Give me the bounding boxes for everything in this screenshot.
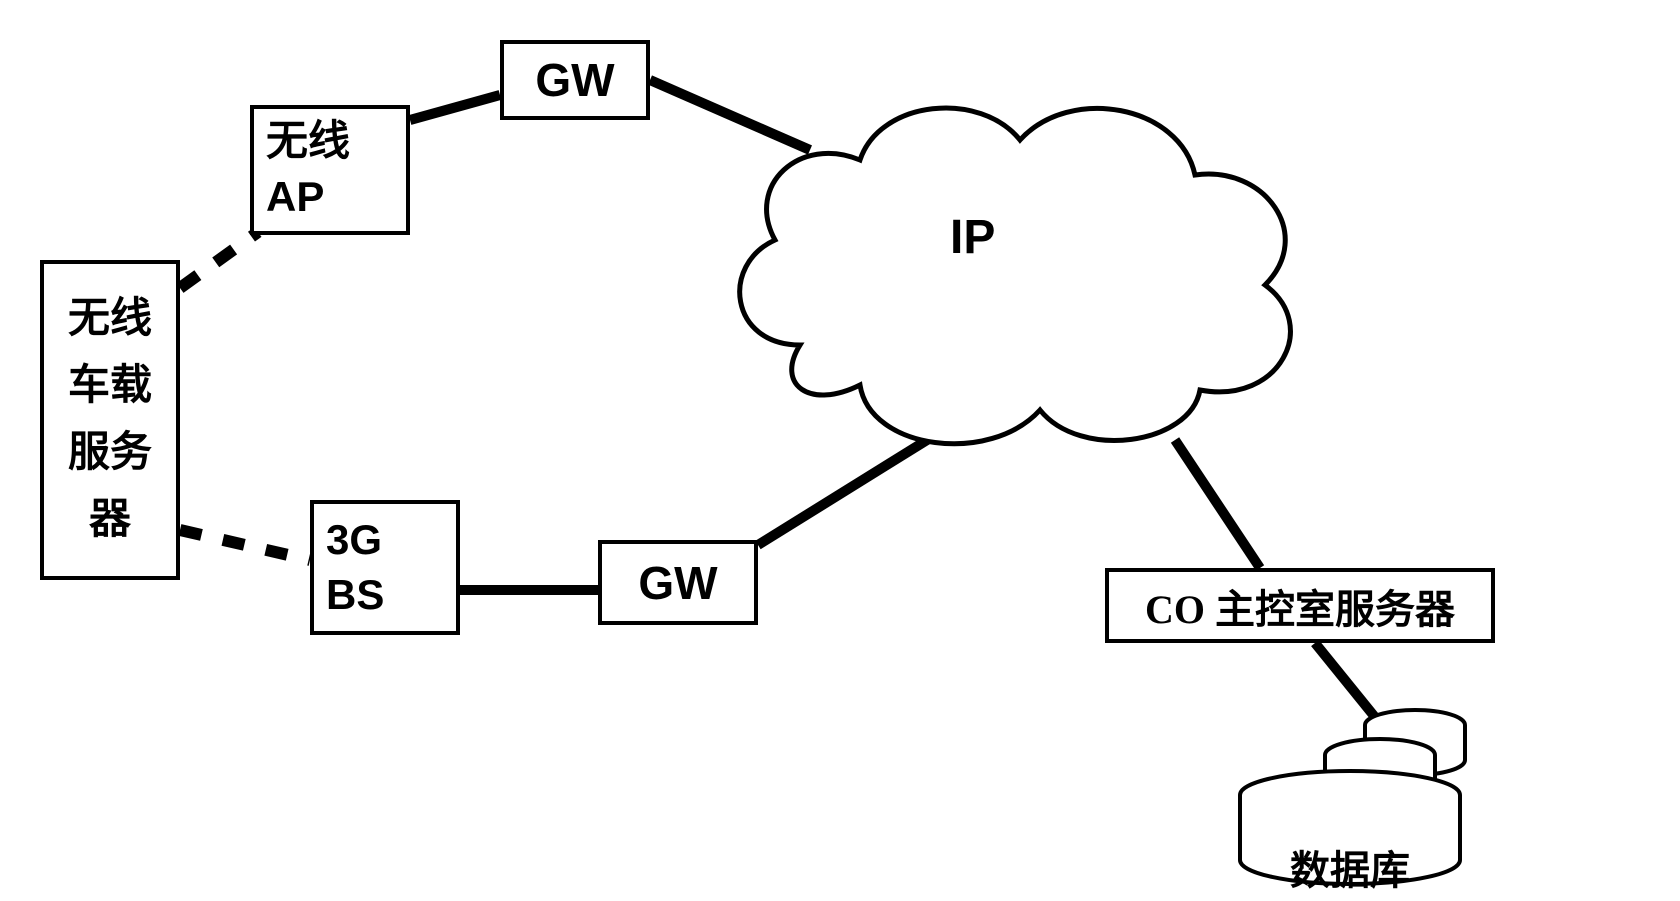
ip-cloud-label: IP bbox=[950, 210, 995, 265]
node-label: CO 主控室服务器 bbox=[1145, 577, 1455, 635]
node-label: 3G bbox=[326, 513, 382, 568]
node-label-char: 器 bbox=[89, 487, 131, 554]
node-label: AP bbox=[266, 170, 324, 225]
wireless-ap-node: 无线 AP bbox=[250, 105, 410, 235]
node-label-char: 无线 bbox=[68, 286, 152, 353]
node-label: GW bbox=[638, 556, 717, 610]
wireless-vehicle-server-node: 无线 车载 服务 器 bbox=[40, 260, 180, 580]
ip-cloud-node bbox=[700, 65, 1320, 450]
database-label: 数据库 bbox=[1290, 838, 1410, 896]
node-label-char: 车载 bbox=[68, 353, 152, 420]
node-label: GW bbox=[535, 53, 614, 107]
gateway-bottom-node: GW bbox=[598, 540, 758, 625]
base-station-3g-node: 3G BS bbox=[310, 500, 460, 635]
gateway-top-node: GW bbox=[500, 40, 650, 120]
node-label: 无线 bbox=[266, 115, 350, 170]
node-label: BS bbox=[326, 568, 384, 623]
node-label-char: 服务 bbox=[68, 420, 152, 487]
co-control-room-server-node: CO 主控室服务器 bbox=[1105, 568, 1495, 643]
